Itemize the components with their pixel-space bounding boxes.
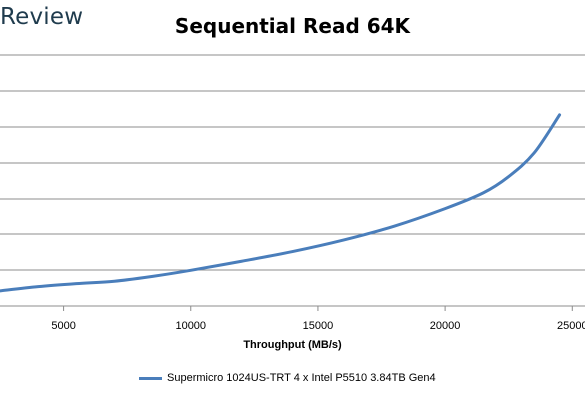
series-line-0: [0, 113, 562, 293]
x-tick-label-4: 25000: [557, 320, 585, 332]
x-tick-label-0: 5000: [51, 320, 75, 332]
site-logo: Review: [0, 4, 84, 30]
x-tick-label-2: 15000: [303, 320, 334, 332]
legend-label: Supermicro 1024US-TRT 4 x Intel P5510 3.…: [167, 372, 436, 384]
x-axis-title: Throughput (MB/s): [243, 339, 342, 351]
legend-swatch: [139, 376, 162, 380]
x-tick-label-1: 10000: [175, 320, 206, 332]
chart-legend: Supermicro 1024US-TRT 4 x Intel P5510 3.…: [139, 372, 436, 384]
chart-title: Sequential Read 64K: [174, 14, 411, 38]
x-tick-label-3: 20000: [430, 320, 461, 332]
